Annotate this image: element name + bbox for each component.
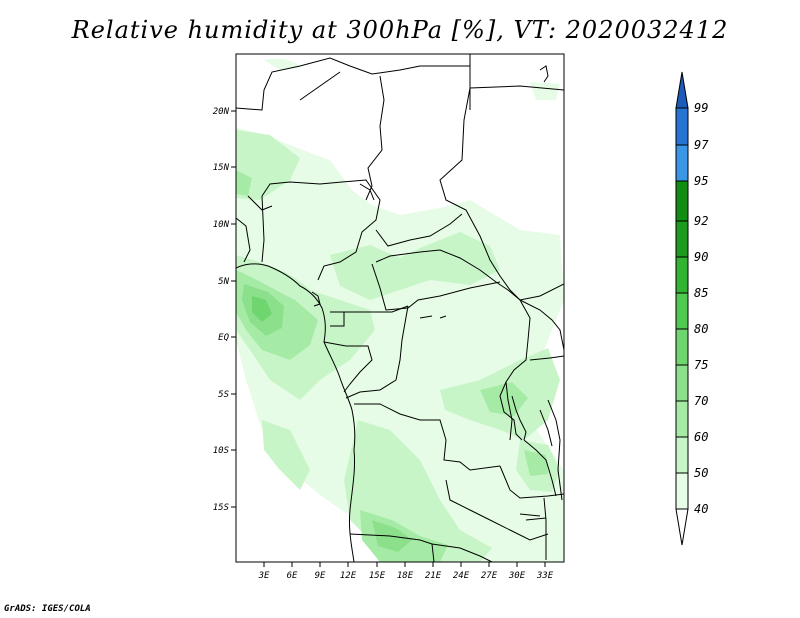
lon-tick-label: 27E: [481, 571, 498, 581]
colorbar: 40 50 60 70 75 80 85 90 92 95 97 99: [675, 71, 709, 546]
colorbar-segment-low: [675, 508, 689, 546]
map-title: Relative humidity at 300hPa [%], VT: 202…: [71, 16, 729, 44]
colorbar-label: 60: [694, 430, 708, 444]
colorbar-label: 40: [694, 502, 708, 516]
lon-axis: 3E 6E 9E 12E 15E 18E 21E 24E 27E 30E 33E: [258, 562, 554, 581]
colorbar-label: 85: [694, 286, 708, 300]
lat-tick-label: 5N: [218, 277, 229, 287]
map-frame: [235, 53, 565, 563]
lat-tick-label: 10N: [213, 220, 230, 230]
lon-tick-label: 15E: [369, 571, 386, 581]
colorbar-segment: [675, 220, 689, 258]
colorbar-segment: [675, 328, 689, 366]
lon-tick-label: 24E: [453, 571, 470, 581]
lat-tick-label: 15S: [213, 503, 230, 513]
lat-axis: 20N 15N 10N 5N EQ 5S 10S 15S: [213, 107, 236, 513]
lon-tick-label: 30E: [508, 571, 526, 581]
colorbar-segment: [675, 364, 689, 402]
lon-tick-label: 9E: [315, 571, 326, 581]
lat-tick-label: 15N: [213, 163, 230, 173]
colorbar-label: 99: [694, 101, 708, 115]
humidity-shading: [236, 58, 564, 562]
colorbar-label: 92: [694, 214, 708, 228]
colorbar-segment: [675, 400, 689, 438]
colorbar-label: 70: [694, 394, 708, 408]
colorbar-segment: [675, 107, 689, 146]
lon-tick-label: 21E: [425, 571, 442, 581]
grads-credit: GrADS: IGES/COLA: [4, 604, 91, 614]
colorbar-segment: [675, 292, 689, 330]
colorbar-segment: [675, 472, 689, 510]
lat-tick-label: 5S: [218, 390, 229, 400]
lon-tick-label: 18E: [397, 571, 414, 581]
colorbar-segment-high: [675, 71, 689, 109]
colorbar-label: 95: [694, 174, 708, 188]
colorbar-segment: [675, 256, 689, 294]
colorbar-segment: [675, 436, 689, 474]
lon-tick-label: 33E: [536, 571, 554, 581]
lon-tick-label: 6E: [287, 571, 298, 581]
colorbar-label: 80: [694, 322, 708, 336]
map-boundaries: [236, 54, 564, 562]
lat-tick-label: EQ: [218, 333, 229, 343]
lon-tick-label: 12E: [340, 571, 357, 581]
colorbar-label: 90: [694, 250, 708, 264]
lat-tick-label: 10S: [213, 446, 230, 456]
lon-tick-label: 3E: [258, 571, 270, 581]
colorbar-label: 75: [694, 358, 708, 372]
colorbar-label: 97: [694, 138, 709, 152]
colorbar-segment: [675, 180, 689, 222]
lat-tick-label: 20N: [213, 107, 230, 117]
colorbar-label: 50: [694, 466, 708, 480]
colorbar-segment: [675, 144, 689, 182]
